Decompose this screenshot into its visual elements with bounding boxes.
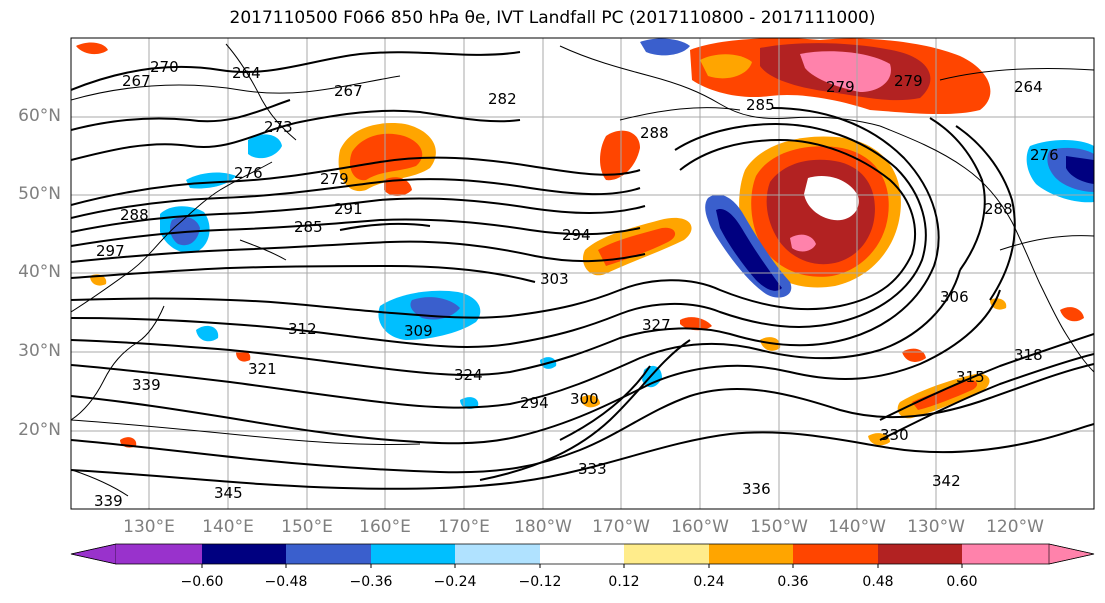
- colorbar-tick-label: −0.48: [264, 574, 308, 590]
- lon-label-170e: 170°E: [438, 517, 490, 537]
- svg-text:339: 339: [94, 492, 123, 510]
- lat-label-40n: 40°N: [18, 262, 61, 282]
- colorbar-tick-label: −0.60: [180, 574, 224, 590]
- colorbar-tick-label: −0.24: [433, 574, 477, 590]
- svg-text:267: 267: [334, 82, 363, 100]
- colorbar-tick-label: 0.48: [862, 574, 894, 590]
- colorbar-swatch: [371, 544, 455, 564]
- lat-label-30n: 30°N: [18, 341, 61, 361]
- lat-label-50n: 50°N: [18, 184, 61, 204]
- colorbar-tick-label: 0.24: [693, 574, 725, 590]
- lon-label-130w: 130°W: [907, 517, 965, 537]
- svg-text:342: 342: [932, 472, 961, 490]
- colorbar-swatch: [624, 544, 709, 564]
- lon-label-160e: 160°E: [359, 517, 411, 537]
- map-title: 2017110500 F066 850 hPa θe, IVT Landfall…: [229, 8, 876, 28]
- svg-text:318: 318: [1014, 346, 1043, 364]
- colorbar: [70, 543, 1095, 568]
- svg-text:279: 279: [320, 170, 349, 188]
- svg-text:276: 276: [234, 164, 263, 182]
- svg-text:294: 294: [520, 394, 549, 412]
- colorbar-extend-high: [1048, 543, 1095, 565]
- lat-label-60n: 60°N: [18, 106, 61, 126]
- colorbar-swatch: [962, 544, 1049, 564]
- thin-contours: [71, 67, 1094, 446]
- svg-text:264: 264: [232, 64, 261, 82]
- lon-label-140w: 140°W: [828, 517, 886, 537]
- lon-label-150w: 150°W: [750, 517, 808, 537]
- svg-text:282: 282: [488, 90, 517, 108]
- lon-label-180w: 180°W: [514, 517, 572, 537]
- colorbar-swatch: [709, 544, 793, 564]
- svg-text:315: 315: [956, 368, 985, 386]
- svg-text:330: 330: [880, 426, 909, 444]
- map-plot-area: 267 270 264 267 273 282 288 264 279 279 …: [71, 38, 1094, 510]
- colorbar-swatch: [286, 544, 371, 564]
- lon-label-160w: 160°W: [671, 517, 729, 537]
- lon-label-120w: 120°W: [986, 517, 1044, 537]
- lon-label-150e: 150°E: [281, 517, 333, 537]
- svg-text:306: 306: [940, 288, 969, 306]
- colorbar-swatch: [202, 544, 286, 564]
- svg-text:288: 288: [640, 124, 669, 142]
- svg-text:288: 288: [120, 206, 149, 224]
- lon-label-140e: 140°E: [202, 517, 254, 537]
- svg-text:339: 339: [132, 376, 161, 394]
- svg-text:345: 345: [214, 484, 243, 502]
- colorbar-swatch: [540, 544, 624, 564]
- plot-frame: [70, 37, 1095, 510]
- svg-text:270: 270: [150, 58, 179, 76]
- svg-text:321: 321: [248, 360, 277, 378]
- svg-text:324: 324: [454, 366, 483, 384]
- colorbar-swatch: [878, 544, 962, 564]
- lon-label-130e: 130°E: [123, 517, 175, 537]
- svg-text:303: 303: [540, 270, 569, 288]
- colorbar-tick-label: −0.36: [349, 574, 393, 590]
- colorbar-tick-label: 0.60: [946, 574, 978, 590]
- svg-text:297: 297: [96, 242, 125, 260]
- svg-text:333: 333: [578, 460, 607, 478]
- svg-text:273: 273: [264, 118, 293, 136]
- colorbar-tick-label: 0.12: [608, 574, 640, 590]
- svg-text:285: 285: [746, 96, 775, 114]
- svg-text:291: 291: [334, 200, 363, 218]
- colorbar-swatch: [793, 544, 878, 564]
- svg-text:309: 309: [404, 322, 433, 340]
- svg-text:279: 279: [894, 72, 923, 90]
- anomaly-shading: [76, 38, 1094, 448]
- theta-e-contours: [71, 51, 1094, 490]
- svg-text:336: 336: [742, 480, 771, 498]
- svg-text:294: 294: [562, 226, 591, 244]
- lon-label-170w: 170°W: [592, 517, 650, 537]
- contour-labels: 267 270 264 267 273 282 288 264 279 279 …: [94, 58, 1059, 510]
- colorbar-swatch: [116, 544, 202, 564]
- svg-text:267: 267: [122, 72, 151, 90]
- colorbar-extend-low: [70, 543, 117, 565]
- svg-text:264: 264: [1014, 78, 1043, 96]
- colorbar-tick-label: −0.12: [518, 574, 562, 590]
- svg-text:327: 327: [642, 316, 671, 334]
- svg-text:312: 312: [288, 320, 317, 338]
- svg-text:276: 276: [1030, 146, 1059, 164]
- svg-text:288: 288: [984, 200, 1013, 218]
- lat-label-20n: 20°N: [18, 420, 61, 440]
- svg-text:279: 279: [826, 78, 855, 96]
- colorbar-swatch: [455, 544, 540, 564]
- svg-text:300: 300: [570, 390, 599, 408]
- svg-text:285: 285: [294, 218, 323, 236]
- colorbar-tick-label: 0.36: [777, 574, 809, 590]
